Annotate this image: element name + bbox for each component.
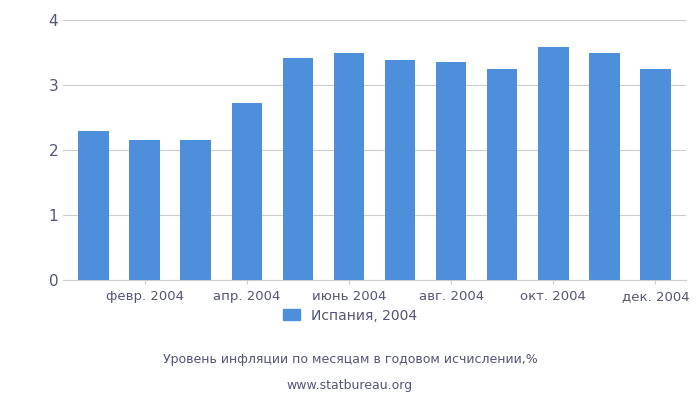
Legend: Испания, 2004: Испания, 2004	[277, 303, 423, 328]
Bar	[436, 62, 466, 280]
Bar	[538, 47, 568, 280]
Bar	[232, 103, 262, 280]
Text: www.statbureau.org: www.statbureau.org	[287, 379, 413, 392]
Bar	[334, 52, 364, 280]
Bar	[78, 130, 109, 280]
Bar	[283, 58, 313, 280]
Bar	[640, 69, 671, 280]
Bar	[181, 140, 211, 280]
Bar	[589, 52, 620, 280]
Bar	[486, 69, 517, 280]
Bar	[130, 140, 160, 280]
Bar	[385, 60, 415, 280]
Text: Уровень инфляции по месяцам в годовом исчислении,%: Уровень инфляции по месяцам в годовом ис…	[162, 354, 538, 366]
